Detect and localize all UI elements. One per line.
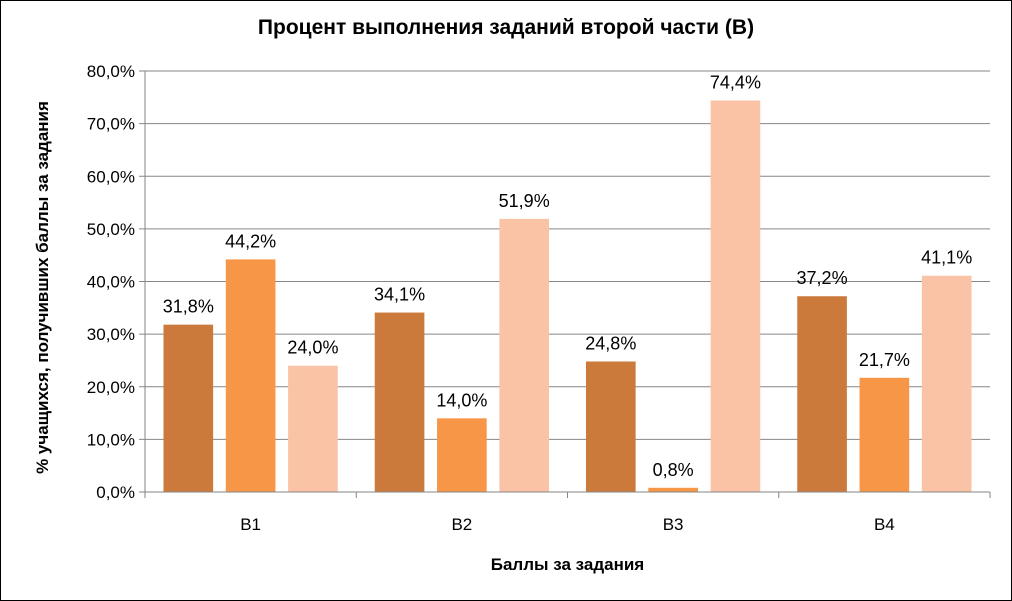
y-tick-label: 60,0% [87,167,135,186]
bar-B4-s3 [921,275,972,492]
x-tick-label: B1 [240,515,261,534]
data-label: 41,1% [921,248,972,268]
x-tick-label: B2 [451,515,472,534]
data-label: 0,8% [653,460,694,480]
chart-title: Процент выполнения заданий второй части … [257,16,755,39]
bar-B4-s1 [797,296,847,492]
data-label: 24,0% [287,338,338,358]
data-label: 74,4% [710,72,761,92]
y-tick-label: 80,0% [87,62,135,81]
y-tick-label: 10,0% [87,430,135,449]
bars [163,100,972,492]
x-tick-label: B3 [663,515,684,534]
gridlines [145,70,990,440]
axes: 0,0% 10,0% 20,0% 30,0% 40,0% 50,0% 60,0% 70,0% 8… [87,62,991,534]
data-label: 14,0% [436,390,487,410]
data-label: 44,2% [225,231,276,251]
bar-B3-s1 [585,361,636,492]
y-tick-label: 30,0% [87,325,135,344]
bar-B2-s2 [437,418,487,492]
bar-B1-s1 [163,324,214,492]
data-label: 37,2% [797,268,848,288]
bar-B3-s3 [710,100,761,492]
y-tick-label: 70,0% [87,115,135,134]
data-label: 21,7% [859,350,910,370]
data-labels: 31,8% 44,2% 24,0% 34,1% 14,0% 51,9% 24,8% 0,8% 7… [163,72,972,479]
x-axis-title: Баллы за задания [491,555,644,574]
bar-B3-s2 [648,487,698,492]
bar-B1-s3 [288,365,338,492]
y-tick-label: 40,0% [87,273,135,292]
data-label: 34,1% [374,285,425,305]
y-axis-title: % учащихся, получивших баллы за задания [33,101,52,474]
x-tick-label: B4 [874,515,895,534]
bar-B4-s2 [859,377,910,492]
bar-B1-s2 [225,259,276,492]
data-label: 31,8% [163,297,214,317]
bar-B2-s3 [499,218,550,492]
data-label: 24,8% [585,333,636,353]
y-tick-label: 50,0% [87,220,135,239]
data-label: 51,9% [499,191,550,211]
y-tick-label: 0,0% [96,483,135,502]
bar-B2-s1 [374,312,425,492]
y-tick-label: 20,0% [87,378,135,397]
